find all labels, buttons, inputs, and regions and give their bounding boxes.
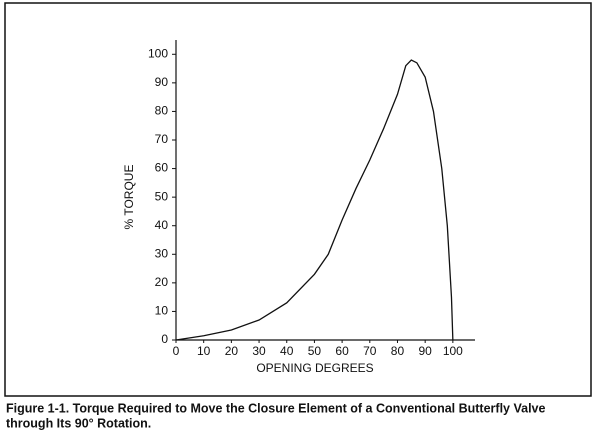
x-tick-label: 20 [225,344,239,358]
y-tick-label: 0 [161,332,168,346]
line-series [175,59,454,341]
x-tick-label: 50 [308,344,322,358]
frame [4,2,592,397]
x-tick-label: 30 [252,344,266,358]
y-tick-label: 70 [155,132,169,146]
y-tick-label: 30 [155,246,169,260]
y-axis-label: % TORQUE [122,165,136,230]
y-tick-label: 20 [155,275,169,289]
y-tick-label: 10 [155,304,169,318]
x-tick-label: 90 [418,344,432,358]
y-tick-label: 90 [155,75,169,89]
caption-line: Figure 1-1. Torque Required to Move the … [6,401,545,415]
y-tick-label: 80 [155,104,169,118]
x-tick-label: 80 [391,344,405,358]
x-tick-label: 70 [363,344,377,358]
x-tick-label: 60 [335,344,349,358]
x-tick-label: 100 [443,344,463,358]
x-tick-label: 40 [280,344,294,358]
caption-line: through Its 90° Rotation. [6,416,151,430]
y-tick-label: 100 [148,46,168,60]
x-tick-label: 10 [197,344,211,358]
y-tick-label: 40 [155,218,169,232]
y-tick-label: 50 [155,189,169,203]
y-tick-label: 60 [155,161,169,175]
x-axis-label: OPENING DEGREES [256,361,373,375]
x-tick-label: 0 [173,344,180,358]
